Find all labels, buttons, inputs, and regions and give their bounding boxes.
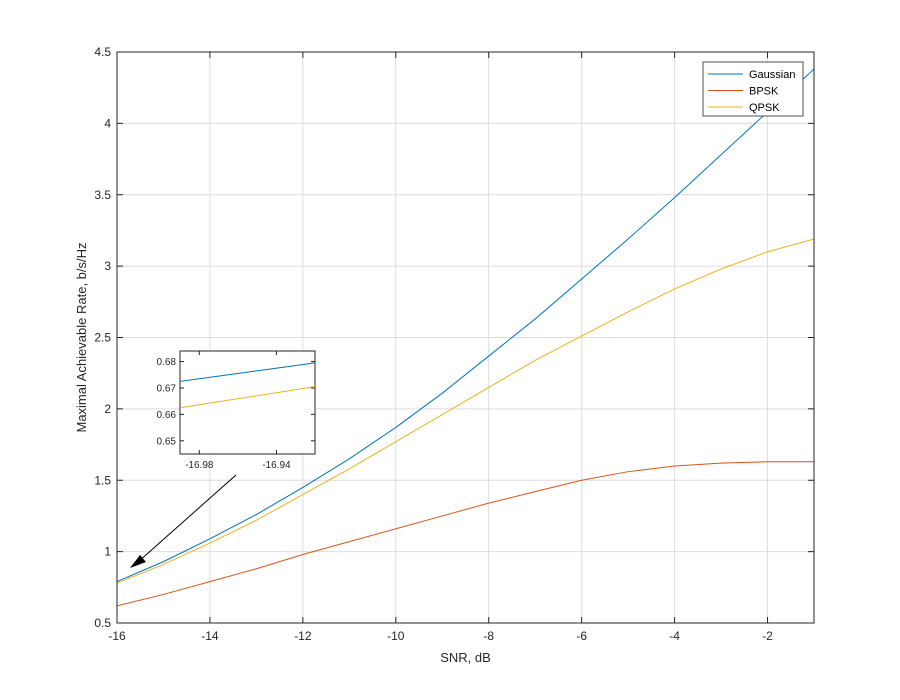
x-tick-label: -10 [387, 629, 405, 643]
inset-series-line-qpsk [179, 386, 316, 409]
series-line-qpsk [117, 238, 814, 584]
legend-label-bpsk: BPSK [749, 86, 779, 98]
x-tick-label: -6 [576, 629, 587, 643]
inset-y-tick-label: 0.68 [157, 357, 177, 368]
legend: Gaussian BPSK QPSK [702, 61, 804, 117]
legend-label-gaussian: Gaussian [749, 69, 795, 81]
zoom-arrow-head [130, 555, 146, 568]
inset-x-tick-label: -16.98 [185, 460, 214, 471]
x-tick-label: -14 [201, 629, 219, 643]
x-tick-label: -16 [108, 629, 126, 643]
series-line-gaussian [117, 68, 814, 583]
y-tick-label: 3.5 [94, 188, 111, 202]
x-tick-label: -12 [294, 629, 312, 643]
inset-series-line-gaussian [179, 362, 316, 382]
y-axis-title: Maximal Achievable Rate, b/s/Hz [74, 242, 89, 432]
series-line-bpsk [117, 461, 814, 607]
inset-y-tick-label: 0.66 [157, 410, 177, 421]
y-tick-label: 2.5 [94, 331, 111, 345]
legend-label-qpsk: QPSK [749, 102, 780, 114]
x-tick-label: -4 [669, 629, 680, 643]
y-tick-label: 2 [104, 402, 111, 416]
y-tick-label: 4.5 [94, 45, 111, 59]
zoom-arrow-line [137, 474, 237, 563]
x-tick-label: -8 [483, 629, 494, 643]
inset-y-tick-label: 0.65 [157, 436, 177, 447]
y-tick-label: 1 [104, 545, 111, 559]
y-tick-label: 0.5 [94, 616, 111, 630]
inset-x-tick-label: -16.94 [262, 460, 291, 471]
y-tick-label: 3 [104, 259, 111, 273]
y-tick-label: 4 [104, 116, 111, 130]
inset-axes: 0.65 0.66 0.67 0.68 -16.98 -16.94 [157, 350, 316, 471]
inset-box [179, 350, 316, 455]
x-axis-title: SNR, dB [440, 650, 491, 665]
y-tick-label: 1.5 [94, 473, 111, 487]
x-tick-label: -2 [762, 629, 773, 643]
inset-y-tick-label: 0.67 [157, 383, 177, 394]
